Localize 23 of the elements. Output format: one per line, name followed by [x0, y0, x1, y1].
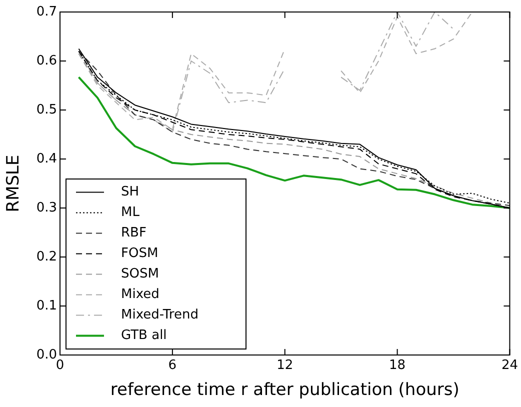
y-tick-label: 0.3 — [36, 200, 57, 216]
y-tick-label: 0.4 — [36, 151, 57, 166]
legend-label: Mixed-Trend — [121, 308, 198, 323]
x-tick-label: 0 — [56, 358, 64, 374]
y-axis-title: RMSLE — [4, 154, 24, 212]
legend-label: GTB all — [121, 328, 167, 344]
y-tick-label: 0.5 — [36, 102, 57, 118]
legend-label: SH — [121, 184, 140, 200]
legend-label: SOSM — [121, 266, 159, 282]
legend-label: Mixed — [121, 287, 160, 302]
legend-label: RBF — [121, 226, 146, 241]
y-tick-label: 0.2 — [36, 249, 57, 264]
y-tick-label: 0.1 — [36, 298, 57, 314]
y-tick-label: 0.6 — [36, 53, 57, 68]
x-tick-label: 12 — [276, 358, 294, 374]
x-tick-label: 18 — [389, 358, 406, 374]
y-tick-label: 0.7 — [36, 4, 57, 20]
legend-label: FOSM — [121, 246, 158, 262]
x-tick-label: 6 — [168, 358, 177, 374]
x-axis-title: reference time r after publication (hours) — [110, 380, 460, 400]
y-tick-label: 0.0 — [36, 347, 57, 362]
legend-label: ML — [121, 205, 140, 220]
x-tick-label: 24 — [501, 358, 518, 374]
